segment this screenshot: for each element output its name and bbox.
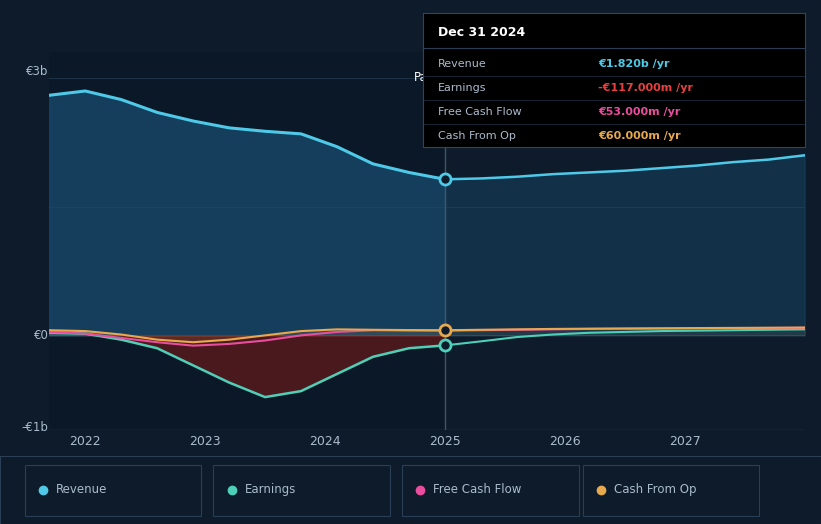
Text: Dec 31 2024: Dec 31 2024 bbox=[438, 26, 525, 39]
Text: Revenue: Revenue bbox=[438, 59, 487, 69]
Text: €3b: €3b bbox=[26, 65, 48, 78]
Text: Past: Past bbox=[415, 71, 439, 84]
Text: Free Cash Flow: Free Cash Flow bbox=[433, 484, 522, 496]
Text: Cash From Op: Cash From Op bbox=[438, 131, 516, 141]
Text: Analysts Forecasts: Analysts Forecasts bbox=[451, 71, 561, 84]
Text: €0: €0 bbox=[34, 329, 48, 342]
Text: €60.000m /yr: €60.000m /yr bbox=[599, 131, 681, 141]
Text: -€117.000m /yr: -€117.000m /yr bbox=[599, 83, 694, 93]
Text: Free Cash Flow: Free Cash Flow bbox=[438, 107, 521, 117]
Text: Revenue: Revenue bbox=[56, 484, 108, 496]
Text: €53.000m /yr: €53.000m /yr bbox=[599, 107, 681, 117]
Bar bbox=[49, 52, 445, 430]
Text: -€1b: -€1b bbox=[21, 421, 48, 434]
Text: Cash From Op: Cash From Op bbox=[614, 484, 696, 496]
Text: Earnings: Earnings bbox=[438, 83, 487, 93]
Text: Earnings: Earnings bbox=[245, 484, 296, 496]
Text: €1.820b /yr: €1.820b /yr bbox=[599, 59, 670, 69]
